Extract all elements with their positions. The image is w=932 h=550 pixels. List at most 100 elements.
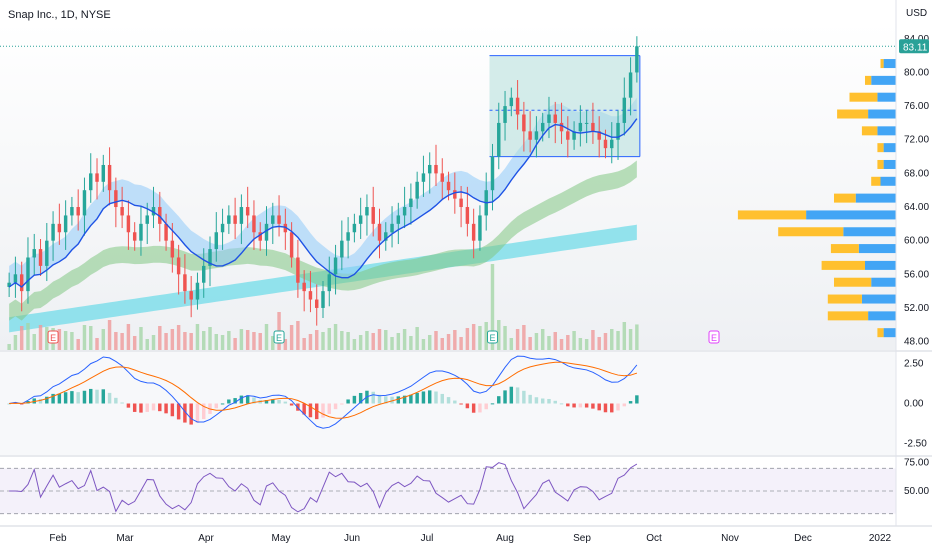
macd-histogram-bar [597,403,601,411]
candle-body [51,223,55,241]
volume-bar [252,332,256,350]
vp-up-bar [877,126,896,136]
macd-histogram-bar [358,392,363,404]
candle-body [227,215,231,224]
volume-bar [572,331,576,350]
vp-down-bar [737,210,807,220]
macd-histogram-bar [114,397,118,404]
volume-bar [616,331,620,350]
candle-body [202,265,206,283]
macd-histogram-bar [377,394,382,404]
candle-body [528,131,532,140]
macd-histogram-bar [170,403,175,417]
candle-body [540,122,545,132]
candle-body [82,190,87,216]
vp-up-bar [877,92,896,102]
volume-bar [597,337,601,350]
vp-down-bar [834,193,856,203]
macd-histogram-bar [70,391,74,404]
vp-down-bar [861,126,878,136]
candle-body [434,164,438,174]
volume-bar [628,329,633,350]
vp-up-bar [843,227,896,237]
volume-bar [101,329,106,350]
volume-bar [622,322,627,350]
volume-bar [522,325,526,350]
earnings-label: E [276,333,282,343]
macd-histogram-bar [584,403,589,408]
vp-down-bar [877,159,884,169]
volume-bar [208,327,212,350]
earnings-marker: E [273,330,285,344]
candle-body [453,190,457,199]
macd-histogram-bar [540,398,545,404]
volume-bar [591,330,595,350]
volume-bar [38,325,43,350]
macd-histogram-bar [132,403,137,412]
candle-body [145,215,149,224]
vp-up-bar [871,277,896,287]
candle-body [151,207,156,216]
volume-bar [409,336,413,350]
macd-histogram-bar [239,395,244,404]
ma-line [8,118,638,288]
volume-bar [566,335,570,350]
macd-histogram-bar [164,403,168,414]
candle-body [7,282,11,287]
x-tick-label: Feb [49,533,67,544]
volume-bar [183,332,187,350]
macd-tick-label: 2.50 [904,358,924,369]
candle-body [107,164,112,191]
volume-bar [384,330,388,350]
price-tick-label: 76.00 [904,101,929,112]
earnings-badge [47,330,59,344]
macd-histogram-bar [51,393,55,404]
vp-up-bar [865,260,896,270]
volume-bar [421,339,426,350]
macd-histogram-bar [453,400,457,404]
volume-bar [76,339,80,350]
macd-histogram-bar [283,401,288,404]
macd-pane[interactable] [0,352,896,455]
candle-body [446,181,451,191]
candle-body [19,274,24,292]
macd-histogram-bar [195,403,200,423]
volume-bar [553,332,557,350]
earnings-badge [486,330,498,344]
currency-label[interactable]: USD [906,8,927,19]
vp-down-bar [830,244,859,254]
volume-bar [427,335,432,350]
vp-up-bar [858,244,896,254]
rsi-pane[interactable] [0,462,896,515]
volume-bar [534,333,539,350]
volume-bar [484,322,488,350]
macd-histogram-bar [402,395,407,404]
volume-bar [107,320,112,350]
macd-histogram-bar [327,403,332,414]
macd-histogram-bar [484,403,488,410]
candle-body [553,114,557,123]
vp-up-bar [868,311,896,321]
candle-body [38,249,43,266]
candle-body [252,215,256,233]
macd-histogram-bar [95,389,99,404]
volume-bar [233,338,237,350]
macd-histogram-bar [107,392,112,404]
macd-histogram-bar [409,394,413,404]
vp-down-bar [865,75,872,85]
rsi-tick-label: 50.00 [904,486,929,497]
vp-down-bar [827,294,862,304]
macd-histogram-bar [635,395,639,404]
candle-body [515,97,520,115]
volume-bar [327,328,332,350]
volume-bar [63,331,68,350]
x-tick-label: Dec [794,533,812,544]
candle-body [57,223,62,233]
volume-bar [371,333,375,350]
symbol-title[interactable]: Snap Inc., 1D, NYSE [8,9,111,21]
candle-body [547,114,551,123]
volume-bar [503,326,507,350]
macd-histogram-bar [522,390,526,404]
